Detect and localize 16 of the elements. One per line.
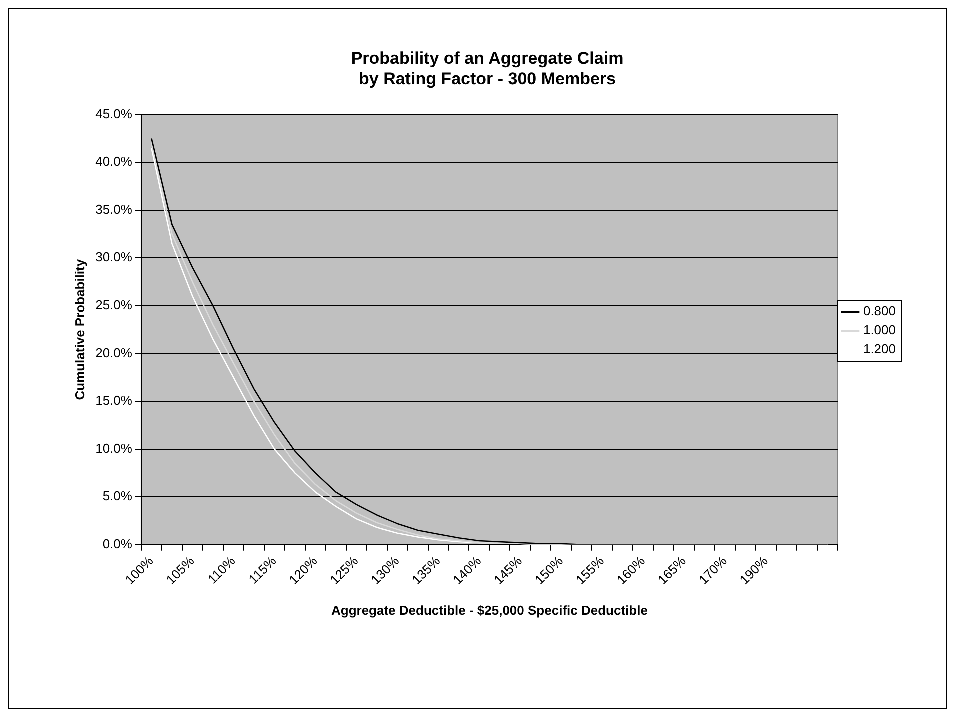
- legend-label: 0.800: [863, 304, 896, 319]
- y-tick-label: 10.0%: [96, 440, 133, 456]
- y-tick-label: 20.0%: [96, 345, 133, 360]
- y-axis-title: Cumulative Probability: [72, 258, 88, 400]
- y-tick-label: 30.0%: [96, 250, 133, 265]
- x-axis-title: Aggregate Deductible - $25,000 Specific Deductible: [331, 602, 648, 618]
- y-tick-label: 0.0%: [102, 536, 133, 552]
- y-tick-label: 5.0%: [102, 488, 133, 504]
- y-tick-label: 45.0%: [96, 106, 133, 122]
- text: 1.200: [863, 342, 896, 357]
- y-tick-label: 35.0%: [96, 202, 133, 217]
- y-tick-label: 25.0%: [96, 298, 133, 313]
- chart-title: Probability of an Aggregate Claim by Rating Factor - 300 Members: [351, 48, 624, 88]
- y-tick-label: 40.0%: [96, 154, 133, 170]
- y-tick-label: 15.0%: [96, 393, 133, 408]
- legend-label: 1.000: [863, 322, 896, 338]
